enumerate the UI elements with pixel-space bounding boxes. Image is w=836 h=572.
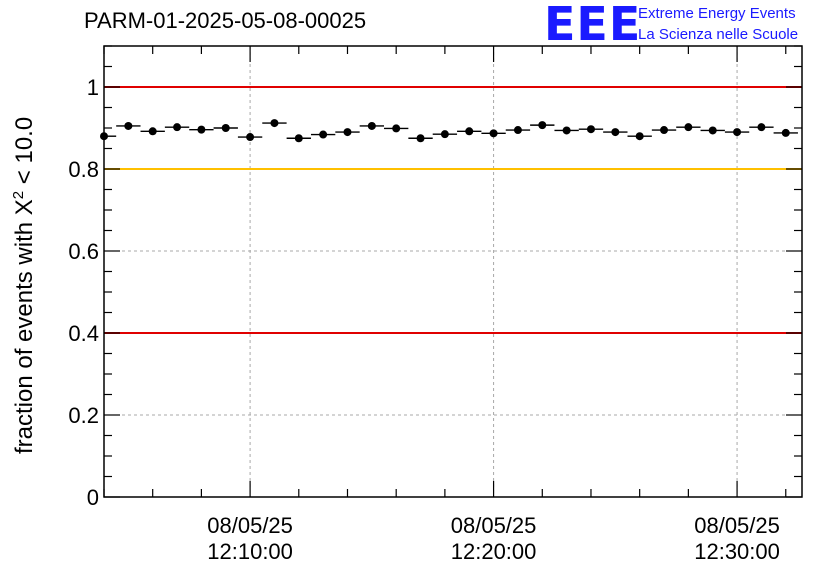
data-point: [562, 126, 571, 135]
y-tick-label: 0.4: [68, 321, 99, 346]
data-point: [416, 134, 425, 143]
eee-logo: EEE Extreme Energy Events La Scienza nel…: [544, 0, 834, 51]
data-point: [781, 128, 790, 137]
data-point: [197, 125, 206, 134]
y-tick-label: 0.8: [68, 157, 99, 182]
data-point: [757, 123, 766, 132]
y-tick-label: 1: [87, 75, 99, 100]
data-point: [635, 132, 644, 141]
data-point: [221, 124, 230, 132]
data-point: [465, 127, 474, 136]
data-point: [733, 128, 742, 137]
data-point: [586, 125, 595, 134]
plot-frame: [103, 45, 803, 498]
data-point: [538, 121, 547, 130]
data-point: [294, 134, 303, 143]
data-point: [367, 121, 376, 130]
y-tick-label: 0: [87, 485, 99, 510]
data-point: [440, 130, 449, 139]
x-tick-label-date: 08/05/25: [207, 513, 293, 538]
data-point: [173, 123, 182, 132]
data-point: [100, 132, 108, 141]
eee-logo-line1: Extreme Energy Events: [638, 5, 796, 22]
data-point: [684, 123, 693, 132]
chart-title: PARM-01-2025-05-08-00025: [84, 8, 367, 33]
data-point: [708, 126, 717, 135]
data-point: [611, 128, 620, 137]
data-point: [343, 128, 352, 137]
x-tick-label-date: 08/05/25: [451, 513, 537, 538]
data-point: [489, 129, 498, 138]
x-tick-label-date: 08/05/25: [694, 513, 780, 538]
data-point: [246, 133, 255, 142]
data-point: [392, 124, 401, 133]
data-point: [124, 121, 133, 130]
data-point: [513, 126, 522, 135]
y-tick-label: 0.6: [68, 239, 99, 264]
eee-logo-line2: La Scienza nelle Scuole: [638, 26, 799, 43]
data-point: [319, 130, 328, 139]
eee-logo-mark: EEE: [544, 0, 642, 51]
y-tick-label: 0.2: [68, 403, 99, 428]
data-point: [660, 126, 669, 135]
x-tick-label-time: 12:20:00: [451, 539, 537, 564]
data-point: [148, 127, 157, 136]
data-point: [270, 119, 279, 128]
x-tick-label-time: 12:30:00: [694, 539, 780, 564]
x-tick-label-time: 12:10:00: [207, 539, 293, 564]
